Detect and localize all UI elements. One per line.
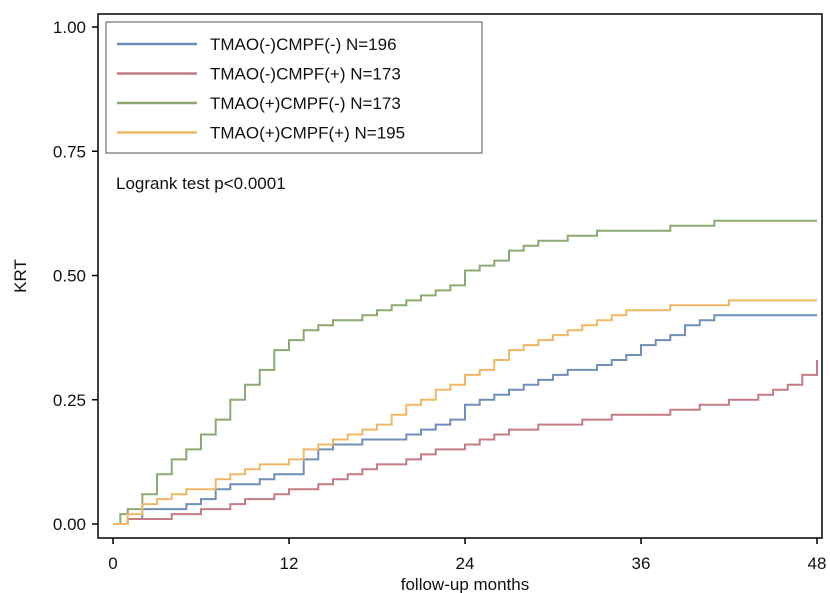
y-tick-label: 0.75 <box>53 142 86 161</box>
axis-layer: 0.00 0.25 0.50 0.75 1.00 0 12 24 36 48 <box>53 18 827 573</box>
y-tick-label: 1.00 <box>53 18 86 37</box>
legend-items: TMAO(-)CMPF(-) N=196 TMAO(-)CMPF(+) N=173… <box>117 35 405 143</box>
y-tick-label: 0.00 <box>53 515 86 534</box>
y-tick-label: 0.50 <box>53 267 86 286</box>
y-tick-label: 0.25 <box>53 391 86 410</box>
x-tick-label: 36 <box>632 554 651 573</box>
series-line-2 <box>113 360 818 525</box>
legend: TMAO(-)CMPF(-) N=196 TMAO(-)CMPF(+) N=173… <box>105 21 483 154</box>
legend-label: TMAO(-)CMPF(-) N=196 <box>210 35 397 54</box>
x-tick-label: 12 <box>280 554 299 573</box>
legend-label: TMAO(+)CMPF(-) N=173 <box>210 94 401 113</box>
legend-label: TMAO(-)CMPF(+) N=173 <box>210 65 401 84</box>
series-line-4 <box>113 299 817 525</box>
y-axis-title: KRT <box>11 259 30 293</box>
logrank-annotation: Logrank test p<0.0001 <box>116 174 286 193</box>
series-line-3 <box>113 219 817 525</box>
series-layer <box>113 219 818 525</box>
x-tick-label: 0 <box>108 554 117 573</box>
legend-label: TMAO(+)CMPF(+) N=195 <box>210 124 405 143</box>
series-line-1 <box>113 314 817 525</box>
x-axis-title: follow-up months <box>401 575 530 593</box>
x-tick-label: 48 <box>808 554 827 573</box>
x-tick-label: 24 <box>456 554 475 573</box>
